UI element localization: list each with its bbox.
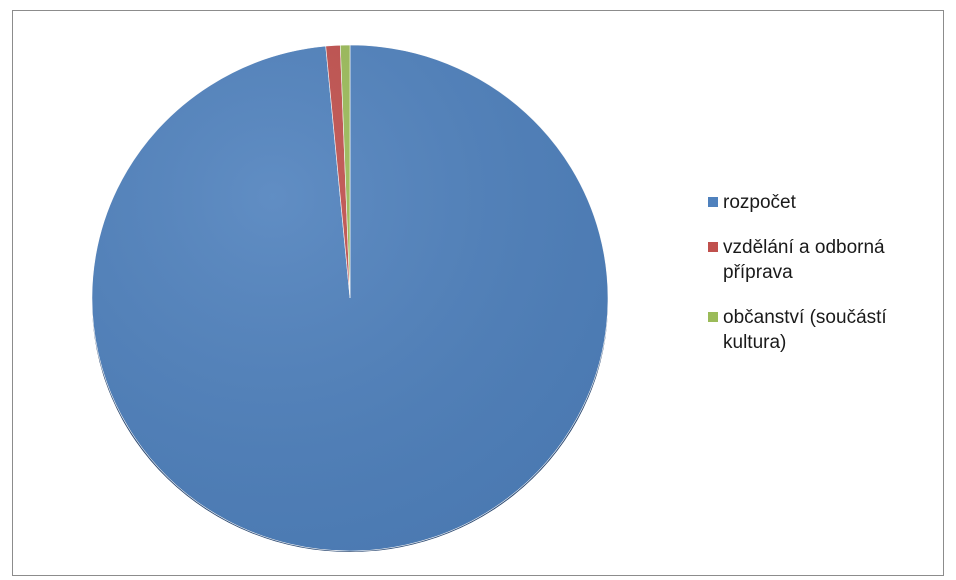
legend-label-cont: příprava (723, 262, 793, 283)
pie-highlight (92, 45, 608, 551)
legend-label: vzdělání a odborná (723, 237, 885, 258)
legend-label: rozpočet (723, 192, 796, 213)
legend-item-rozpocet: rozpočet (708, 190, 948, 215)
legend-swatch (708, 312, 718, 322)
legend-item-vzdelani: vzdělání a odborná příprava (708, 235, 948, 285)
legend-label: občanství (součástí (723, 307, 887, 328)
legend-label-cont: kultura) (723, 332, 787, 353)
legend: rozpočet vzdělání a odborná příprava obč… (708, 190, 948, 375)
legend-swatch (708, 197, 718, 207)
legend-swatch (708, 242, 718, 252)
legend-item-obcanstvi: občanství (součástí kultura) (708, 305, 948, 355)
